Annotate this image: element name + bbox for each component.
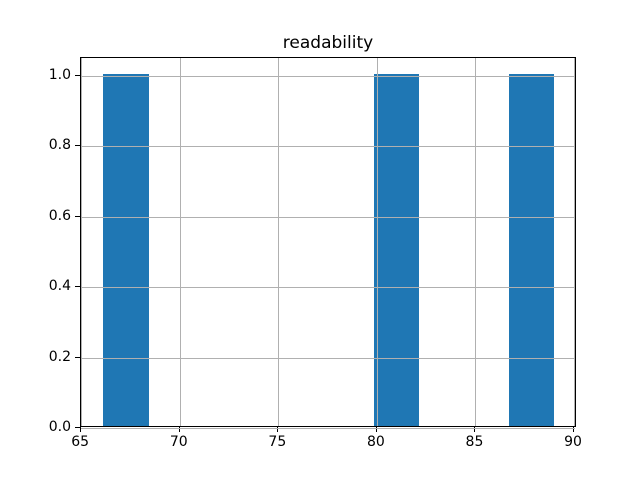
y-tick-label: 1.0 (48, 66, 71, 83)
y-tick-mark (75, 286, 80, 287)
y-tick-mark (75, 75, 80, 76)
y-tick-label: 0.0 (48, 419, 71, 435)
gridline-horizontal (81, 358, 575, 359)
x-tick-mark (80, 427, 81, 432)
gridline-vertical (377, 58, 378, 426)
gridline-vertical (278, 58, 279, 426)
histogram-bar (509, 73, 555, 426)
x-tick-label: 65 (71, 434, 90, 450)
x-tick-mark (573, 427, 574, 432)
gridline-horizontal (81, 287, 575, 288)
x-tick-label: 80 (366, 434, 385, 450)
x-tick-label: 90 (564, 434, 582, 450)
x-tick-label: 75 (268, 434, 287, 450)
y-tick-label: 0.8 (48, 137, 71, 154)
x-tick-label: 85 (465, 434, 484, 450)
x-tick-mark (179, 427, 180, 432)
y-tick-label: 0.4 (48, 278, 71, 295)
histogram-bar (373, 73, 420, 426)
gridline-vertical (81, 58, 82, 426)
gridline-vertical (180, 58, 181, 426)
y-tick-label: 0.2 (48, 348, 71, 365)
x-tick-mark (277, 427, 278, 432)
y-tick-mark (75, 216, 80, 217)
histogram-bar (103, 73, 149, 426)
y-tick-mark (75, 145, 80, 146)
gridline-horizontal (81, 146, 575, 147)
y-tick-label: 0.6 (48, 207, 71, 224)
gridline-horizontal (81, 217, 575, 218)
x-tick-mark (474, 427, 475, 432)
y-tick-mark (75, 427, 80, 428)
gridline-vertical (475, 58, 476, 426)
gridline-vertical (574, 58, 575, 426)
x-tick-label: 70 (169, 434, 188, 450)
gridline-horizontal (81, 428, 575, 429)
gridline-horizontal (81, 76, 575, 77)
y-tick-mark (75, 357, 80, 358)
chart-title: readability (282, 33, 374, 53)
x-tick-mark (376, 427, 377, 432)
plot-area (80, 57, 576, 429)
